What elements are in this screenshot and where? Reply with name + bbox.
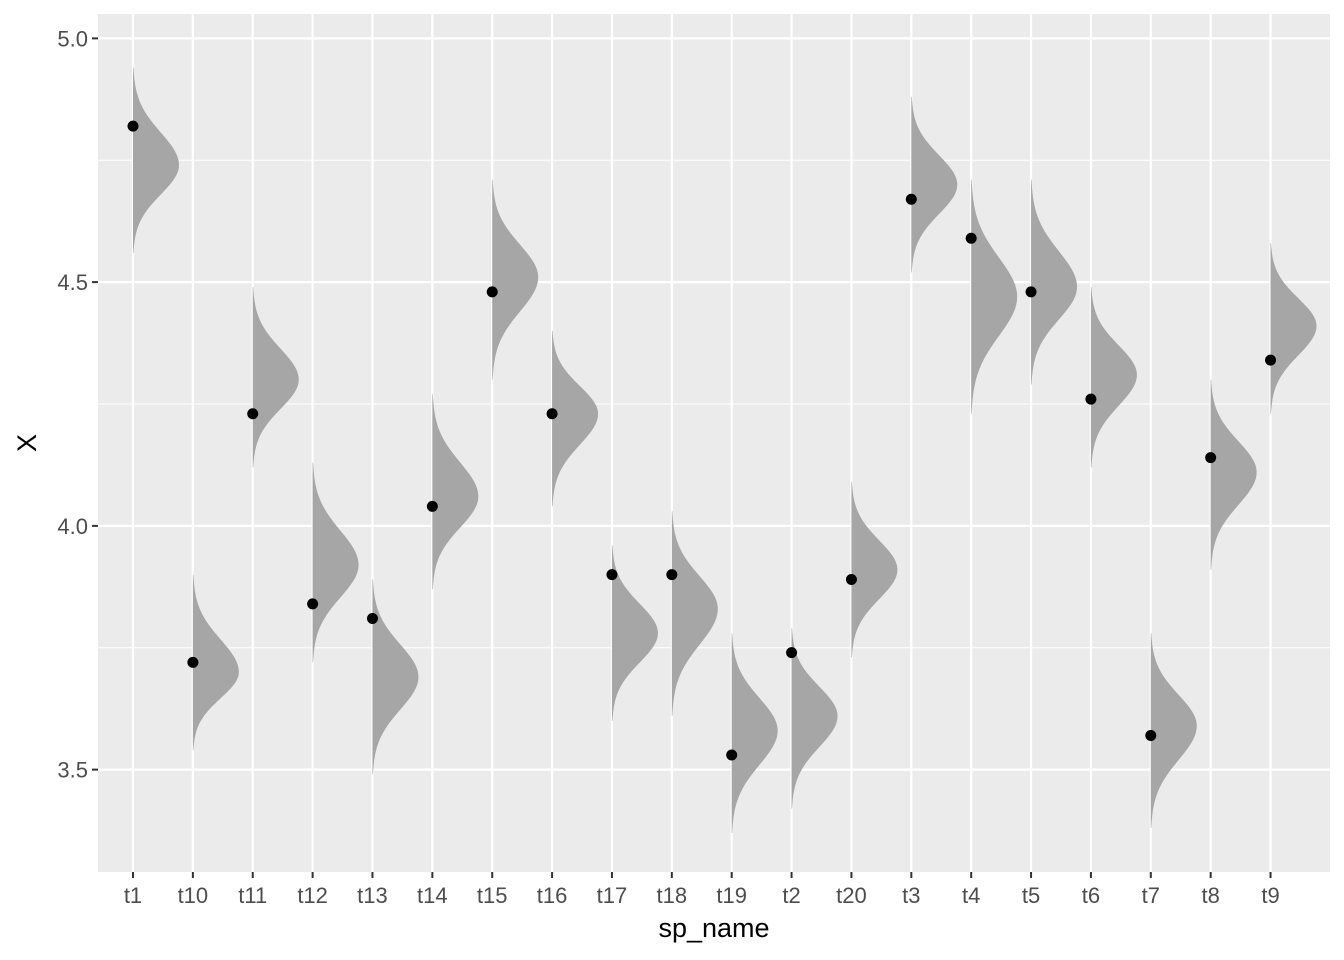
x-axis-title: sp_name xyxy=(658,913,769,943)
x-tick-label: t7 xyxy=(1142,883,1160,908)
violin-t4 xyxy=(971,179,1018,414)
violin-t8 xyxy=(1210,379,1257,570)
violin-t1 xyxy=(133,67,179,253)
violin-t3 xyxy=(911,96,958,273)
point-t6 xyxy=(1085,393,1097,405)
x-tick-label: t8 xyxy=(1201,883,1219,908)
violin-t11 xyxy=(252,287,299,468)
violin-t13 xyxy=(372,579,419,775)
x-tick-label: t20 xyxy=(836,883,867,908)
point-t3 xyxy=(905,193,917,205)
violin-t9 xyxy=(1270,243,1317,414)
point-t2 xyxy=(786,647,798,659)
x-tick-label: t11 xyxy=(238,883,267,908)
points xyxy=(127,120,1277,761)
x-tick-label: t14 xyxy=(417,883,448,908)
y-tick-label: 5.0 xyxy=(57,26,88,51)
violins xyxy=(133,67,1317,833)
point-t18 xyxy=(666,569,678,581)
violin-t15 xyxy=(492,179,539,380)
point-t17 xyxy=(606,569,618,581)
point-t16 xyxy=(546,408,558,420)
point-t4 xyxy=(965,232,977,244)
point-t9 xyxy=(1265,354,1277,366)
violin-t18 xyxy=(671,511,718,716)
x-tick-label: t6 xyxy=(1082,883,1100,908)
point-t13 xyxy=(366,613,378,624)
violin-t7 xyxy=(1150,633,1197,829)
x-tick-label: t17 xyxy=(597,883,628,908)
x-tick-label: t3 xyxy=(902,883,920,908)
violin-t2 xyxy=(791,628,838,809)
point-t1 xyxy=(127,120,139,132)
x-tick-label: t4 xyxy=(962,883,980,908)
violin-t14 xyxy=(432,394,479,590)
point-t15 xyxy=(486,286,498,298)
x-tick-label: t18 xyxy=(657,883,688,908)
violin-t6 xyxy=(1090,287,1137,468)
point-t10 xyxy=(187,656,199,668)
x-tick-label: t2 xyxy=(782,883,800,908)
x-tick-label: t9 xyxy=(1261,883,1279,908)
x-tick-label: t16 xyxy=(537,883,568,908)
grid-minor xyxy=(98,159,1330,649)
violin-t16 xyxy=(552,330,599,507)
violin-t17 xyxy=(611,545,658,721)
point-t8 xyxy=(1205,452,1217,464)
x-tick-label: t1 xyxy=(124,883,142,908)
violin-t12 xyxy=(312,462,359,663)
violin-t5 xyxy=(1031,179,1078,385)
y-tick-label: 4.5 xyxy=(57,270,88,295)
point-t11 xyxy=(247,408,259,420)
x-tick-label: t12 xyxy=(297,883,328,908)
x-tick-label: t10 xyxy=(178,883,209,908)
violin-t20 xyxy=(851,482,898,658)
violin-t19 xyxy=(731,633,778,833)
point-t5 xyxy=(1025,286,1037,298)
y-axis: 3.5 4.0 4.5 5.0 xyxy=(57,26,98,783)
point-t19 xyxy=(726,749,738,761)
x-tick-label: t19 xyxy=(716,883,747,908)
plot-panel xyxy=(98,14,1330,872)
y-tick-label: 3.5 xyxy=(57,758,88,783)
x-tick-label: t13 xyxy=(357,883,388,908)
x-axis: t1 t10 t11 t12 t13 t14 t15 t16 t17 t18 t19 t2 t20 t3 t… xyxy=(124,872,1280,908)
y-axis-title: X xyxy=(12,434,42,452)
x-tick-label: t15 xyxy=(477,883,508,908)
x-tick-label: t5 xyxy=(1022,883,1040,908)
y-tick-label: 4.0 xyxy=(57,514,88,539)
violin-t10 xyxy=(192,574,239,751)
point-t14 xyxy=(426,500,438,512)
point-t20 xyxy=(845,574,857,585)
point-t7 xyxy=(1145,730,1157,741)
point-t12 xyxy=(307,598,319,610)
